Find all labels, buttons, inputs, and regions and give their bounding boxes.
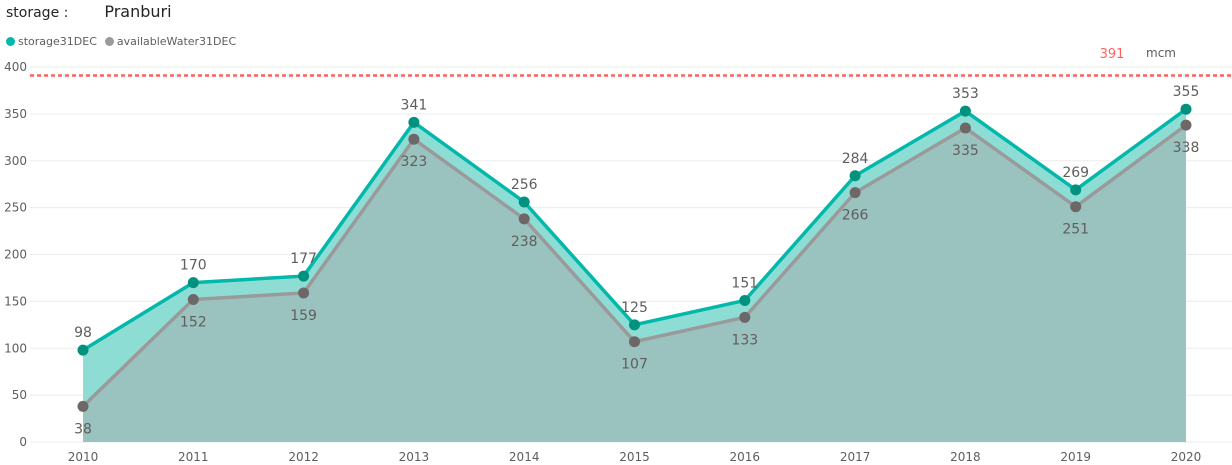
legend: storage31DEC availableWater31DEC <box>6 35 244 48</box>
header-value: Pranburi <box>104 2 172 21</box>
legend-label-storage: storage31DEC <box>18 35 97 48</box>
point-availableWater31DEC <box>629 336 640 348</box>
point-availableWater31DEC <box>518 213 530 225</box>
x-tick-label: 2014 <box>509 450 540 464</box>
data-label-available: 38 <box>74 421 92 437</box>
point-storage31DEC <box>77 344 89 356</box>
x-tick-label: 2012 <box>288 450 319 464</box>
point-storage31DEC <box>629 319 640 331</box>
data-label-storage: 355 <box>1173 84 1200 100</box>
area-availableWater31DEC <box>83 125 1186 442</box>
data-label-storage: 269 <box>1062 165 1089 181</box>
point-availableWater31DEC <box>77 400 89 412</box>
data-label-storage: 341 <box>401 97 428 113</box>
x-tick-label: 2017 <box>840 450 871 464</box>
y-axis: 0 50 100 150 200 250 300 350 400 <box>4 60 27 449</box>
point-storage31DEC <box>959 105 971 117</box>
point-availableWater31DEC <box>298 287 310 299</box>
point-availableWater31DEC <box>1070 201 1082 213</box>
data-label-storage: 256 <box>511 177 538 193</box>
point-storage31DEC <box>518 196 530 208</box>
data-label-available: 266 <box>842 208 869 224</box>
legend-label-available-water: availableWater31DEC <box>116 35 237 48</box>
data-label-storage: 177 <box>290 251 317 267</box>
y-tick-label: 250 <box>4 201 27 215</box>
data-label-available: 133 <box>731 332 758 348</box>
data-labels: 98 170 177 341 256 125 151 284 353 269 355 38 152 159… <box>74 84 1199 437</box>
point-availableWater31DEC <box>408 133 420 145</box>
header: storage : Pranburi <box>6 2 172 26</box>
data-label-available: 159 <box>290 308 317 324</box>
point-availableWater31DEC <box>1180 119 1192 131</box>
y-tick-label: 50 <box>12 388 27 402</box>
data-label-available: 338 <box>1173 140 1200 156</box>
point-storage31DEC <box>849 170 861 182</box>
point-availableWater31DEC <box>849 187 861 199</box>
x-tick-label: 2020 <box>1171 450 1202 464</box>
reference-line-unit: mcm <box>1146 46 1176 60</box>
point-availableWater31DEC <box>959 122 971 134</box>
point-storage31DEC <box>1070 184 1082 196</box>
data-label-storage: 125 <box>621 300 648 316</box>
data-label-available: 323 <box>401 154 428 170</box>
y-tick-label: 200 <box>4 248 27 262</box>
data-label-storage: 284 <box>842 151 869 167</box>
data-label-available: 152 <box>180 315 207 331</box>
legend-dot-icon <box>6 37 15 46</box>
series-points <box>77 103 1192 412</box>
y-tick-label: 0 <box>19 435 27 449</box>
point-storage31DEC <box>1180 103 1192 115</box>
y-tick-label: 100 <box>4 341 27 355</box>
reference-line-label: 391 <box>1100 47 1125 62</box>
y-tick-label: 400 <box>4 60 27 74</box>
legend-item-storage[interactable]: storage31DEC <box>6 35 97 48</box>
data-label-available: 238 <box>511 234 538 250</box>
x-tick-label: 2013 <box>399 450 430 464</box>
y-tick-label: 350 <box>4 107 27 121</box>
x-tick-label: 2011 <box>178 450 209 464</box>
x-tick-label: 2016 <box>730 450 761 464</box>
x-tick-label: 2010 <box>68 450 99 464</box>
y-tick-label: 150 <box>4 294 27 308</box>
data-label-available: 107 <box>621 357 648 373</box>
series-areas <box>83 109 1186 442</box>
x-tick-label: 2018 <box>950 450 981 464</box>
data-label-storage: 98 <box>74 325 92 341</box>
data-label-available: 335 <box>952 143 979 159</box>
point-storage31DEC <box>408 116 420 128</box>
point-availableWater31DEC <box>739 311 751 323</box>
data-label-available: 251 <box>1062 222 1089 238</box>
legend-item-available-water[interactable]: availableWater31DEC <box>104 35 237 48</box>
point-storage31DEC <box>298 270 310 282</box>
point-storage31DEC <box>187 277 199 289</box>
x-tick-label: 2019 <box>1060 450 1091 464</box>
data-label-storage: 151 <box>731 275 758 291</box>
legend-dot-icon <box>104 37 114 46</box>
header-label: storage : <box>6 5 69 21</box>
reference-line: 391 mcm <box>30 46 1232 77</box>
data-label-storage: 353 <box>952 86 979 102</box>
data-label-storage: 170 <box>180 258 207 274</box>
x-tick-label: 2015 <box>619 450 650 464</box>
point-availableWater31DEC <box>187 294 199 305</box>
x-axis: 2010 2011 2012 2013 2014 2015 2016 2017 2018 2019… <box>68 450 1202 464</box>
point-storage31DEC <box>739 294 751 306</box>
y-tick-label: 300 <box>4 154 27 168</box>
